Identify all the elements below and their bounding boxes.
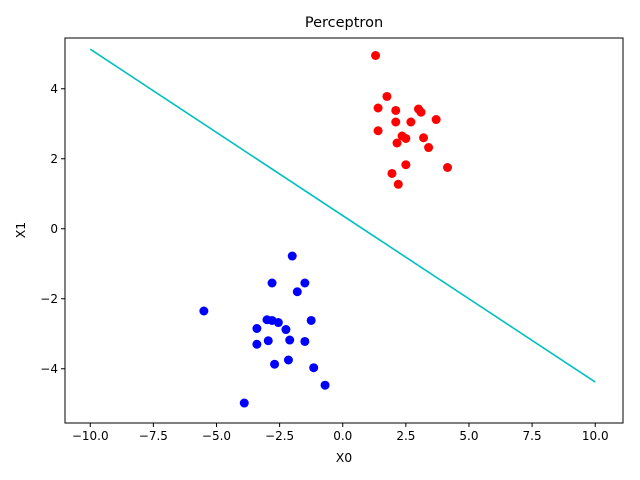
scatter-point-s1-1 bbox=[267, 278, 277, 288]
scatter-point-s0-2 bbox=[373, 103, 383, 113]
x-tick-label: 2.5 bbox=[396, 429, 415, 443]
scatter-point-s0-15 bbox=[401, 160, 411, 170]
scatter-point-s1-12 bbox=[285, 335, 295, 345]
scatter-point-s1-13 bbox=[300, 336, 310, 346]
plot-frame bbox=[64, 37, 624, 424]
x-tick-label: 5.0 bbox=[459, 429, 478, 443]
scatter-point-s0-7 bbox=[406, 117, 416, 127]
scatter-point-s1-9 bbox=[252, 324, 262, 333]
x-tick-label: 10.0 bbox=[582, 429, 609, 443]
scatter-point-s0-17 bbox=[387, 168, 397, 178]
decision-boundary-line bbox=[89, 48, 596, 383]
scatter-point-s1-8 bbox=[306, 315, 316, 325]
scatter-point-s1-19 bbox=[239, 398, 249, 408]
scatter-point-s1-15 bbox=[283, 355, 293, 365]
x-axis-label: X0 bbox=[336, 450, 353, 465]
x-tick-label: −5.0 bbox=[202, 429, 231, 443]
scatter-point-s0-8 bbox=[431, 115, 441, 125]
y-tick-label: −2 bbox=[40, 292, 58, 306]
scatter-point-s1-11 bbox=[263, 336, 273, 346]
scatter-point-s0-6 bbox=[391, 117, 401, 127]
scatter-point-s1-10 bbox=[281, 325, 291, 335]
scatter-point-s1-16 bbox=[270, 359, 280, 369]
scatter-point-s1-7 bbox=[273, 318, 283, 328]
x-axis-ticks: −10.0 −7.5 −5.0 −2.5 0.0 2.5 5.0 7.5 10.0 bbox=[72, 423, 609, 443]
scatter-point-s1-18 bbox=[320, 380, 330, 390]
x-tick-label: −2.5 bbox=[265, 429, 294, 443]
y-tick-label: 0 bbox=[50, 222, 58, 236]
y-tick-label: 4 bbox=[50, 82, 58, 96]
scatter-point-s1-17 bbox=[309, 363, 319, 373]
scatter-point-s1-2 bbox=[300, 278, 310, 288]
x-tick-label: −10.0 bbox=[72, 429, 109, 443]
scatter-point-s0-16 bbox=[443, 163, 453, 172]
scatter-point-s0-1 bbox=[382, 91, 392, 101]
scatter-point-s0-18 bbox=[393, 179, 403, 189]
y-axis-ticks: −4 −2 0 2 4 bbox=[40, 82, 65, 376]
scatter-point-s1-3 bbox=[292, 287, 302, 297]
scatter-point-s0-5 bbox=[416, 107, 426, 117]
scatter-point-s0-11 bbox=[401, 133, 411, 143]
scatter-point-s0-0 bbox=[371, 51, 381, 60]
chart-title: Perceptron bbox=[305, 15, 383, 31]
scatter-point-s0-9 bbox=[373, 126, 383, 136]
scatter-point-s1-14 bbox=[252, 339, 262, 349]
x-tick-label: −7.5 bbox=[139, 429, 168, 443]
y-axis-label: X1 bbox=[13, 222, 28, 239]
y-tick-label: 2 bbox=[50, 152, 58, 166]
scatter-point-s0-14 bbox=[424, 143, 434, 153]
scatter-point-s0-13 bbox=[392, 138, 402, 148]
scatter-point-s0-3 bbox=[391, 105, 401, 115]
y-tick-label: −4 bbox=[40, 362, 58, 376]
scatter-point-s1-4 bbox=[199, 306, 209, 316]
plot-marks bbox=[89, 48, 596, 408]
x-tick-label: 7.5 bbox=[523, 429, 542, 443]
scatter-point-s1-0 bbox=[287, 251, 297, 261]
x-tick-label: 0.0 bbox=[333, 429, 352, 443]
scatter-point-s0-12 bbox=[419, 133, 429, 143]
